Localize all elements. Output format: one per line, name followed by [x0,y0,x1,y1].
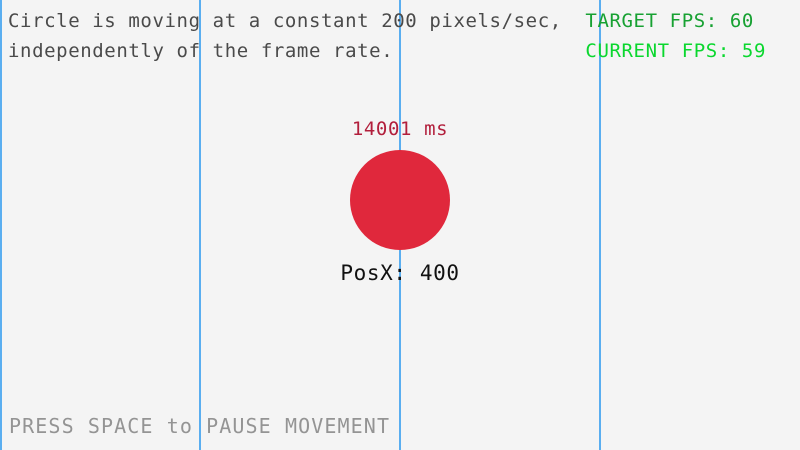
instruction-line-2: independently of the frame rate. [8,40,394,62]
pause-hint-text: PRESS SPACE to PAUSE MOVEMENT [9,414,391,438]
circle-posx-label: PosX: 400 [340,261,460,285]
fps-panel: TARGET FPS: 60 CURRENT FPS: 59 [585,6,766,66]
elapsed-time-label: 14001 ms [351,118,449,140]
gridline-x0 [0,0,2,450]
instruction-line-1: Circle is moving at a constant 200 pixel… [8,10,562,32]
gridline-x200 [199,0,201,450]
target-fps-readout: TARGET FPS: 60 [585,10,754,32]
moving-circle [350,150,450,250]
current-fps-readout: CURRENT FPS: 59 [585,40,766,62]
gridline-x600 [599,0,601,450]
instruction-text: Circle is moving at a constant 200 pixel… [8,6,562,66]
